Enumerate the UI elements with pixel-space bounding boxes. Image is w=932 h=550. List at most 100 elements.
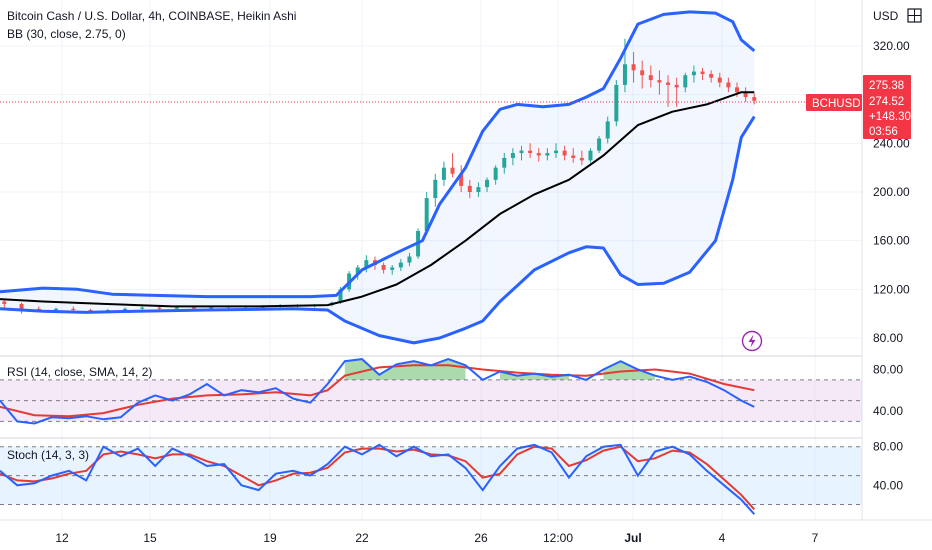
candle-body <box>140 307 145 309</box>
price-tag-change: +148.30% <box>869 111 921 123</box>
bb-basis-line <box>0 91 755 308</box>
candle-body <box>364 260 369 268</box>
candle-body <box>545 153 550 156</box>
bollinger-band-fill <box>0 11 755 343</box>
stoch-pane[interactable] <box>0 443 862 515</box>
grid-lines <box>0 0 862 520</box>
candle-body <box>54 308 59 311</box>
candle-body <box>441 167 446 180</box>
stoch-d-line <box>0 445 756 511</box>
time-tick-label: 22 <box>355 531 369 545</box>
candle-body <box>666 82 671 85</box>
candle-body <box>657 80 662 83</box>
candle-body <box>493 167 498 180</box>
price-tick-label: 200.00 <box>873 185 910 199</box>
price-tick-label: 120.00 <box>873 282 910 296</box>
candle-body <box>476 187 481 192</box>
candle-body <box>381 265 386 270</box>
price-tag-line1: 275.38 <box>869 80 904 92</box>
candle-body <box>752 97 757 101</box>
time-tick-label: Jul <box>624 531 641 545</box>
candle-body <box>579 157 584 161</box>
candle-body <box>536 153 541 156</box>
candle-body <box>510 153 515 158</box>
candle-body <box>191 307 196 309</box>
candle-body <box>743 92 748 98</box>
candle-body <box>467 185 472 192</box>
candle-body <box>122 308 127 311</box>
price-tick-label: 320.00 <box>873 39 910 53</box>
grid-toggle-icon[interactable] <box>907 8 922 23</box>
symbol-tag[interactable]: BCHUSD <box>806 94 862 111</box>
candle-body <box>519 150 524 154</box>
candle-body <box>588 150 593 161</box>
price-tag-line2: 274.52 <box>869 96 904 108</box>
rsi-line <box>0 358 755 425</box>
price-tick-label: 240.00 <box>873 136 910 150</box>
bb-upper-line <box>0 10 756 299</box>
candle-body <box>2 301 7 304</box>
candle-body <box>355 267 360 274</box>
price-tick-label: 160.00 <box>873 234 910 248</box>
osc-tick-label: 40.00 <box>873 478 903 492</box>
time-tick-label: 15 <box>143 531 157 545</box>
candle-body <box>648 75 653 81</box>
candle-body <box>571 155 576 158</box>
stoch-indicator-label[interactable]: Stoch (14, 3, 3) <box>7 448 89 462</box>
candle-body <box>157 307 162 309</box>
candle-body <box>640 70 645 76</box>
candle-body <box>209 307 214 309</box>
price-tag-countdown: 03:56 <box>869 126 898 138</box>
price-tag[interactable]: 275.38 274.52 +148.30% 03:56 <box>863 75 921 139</box>
candle-body <box>88 310 93 312</box>
lightning-icon[interactable] <box>741 330 763 352</box>
bb-lower-line <box>0 115 756 345</box>
candle-body <box>407 256 412 263</box>
rsi-pane[interactable] <box>0 358 862 425</box>
bb-indicator-label[interactable]: BB (30, close, 2.75, 0) <box>7 27 126 41</box>
currency-label[interactable]: USD <box>873 9 899 23</box>
time-tick-label: 12:00 <box>543 531 573 545</box>
rsi-indicator-label[interactable]: RSI (14, close, SMA, 14, 2) <box>7 365 152 379</box>
time-tick-label: 26 <box>474 531 488 545</box>
osc-tick-label: 80.00 <box>873 440 903 454</box>
candle-body <box>338 289 343 303</box>
candle-body <box>597 138 602 151</box>
candle-body <box>717 77 722 83</box>
candle-body <box>502 157 507 168</box>
candle-body <box>605 121 610 139</box>
candle-body <box>433 179 438 199</box>
candle-body <box>528 150 533 154</box>
candle-body <box>553 150 558 154</box>
candle-body <box>71 308 76 311</box>
time-tick-label: 7 <box>812 531 819 545</box>
candle-body <box>19 303 24 309</box>
candle-body <box>622 64 627 85</box>
candle-body <box>36 308 41 311</box>
candle-body <box>674 84 679 88</box>
rsi-ma-line <box>0 364 755 418</box>
candle-body <box>691 71 696 76</box>
time-tick-label: 12 <box>55 531 69 545</box>
time-tick-label: 4 <box>719 531 726 545</box>
candle-body <box>174 307 179 309</box>
candle-body <box>631 64 636 71</box>
bb-fill-area <box>0 11 755 343</box>
candle-body <box>709 73 714 78</box>
candle-body <box>700 71 705 74</box>
stoch-k-line <box>0 443 756 515</box>
candle-body <box>614 84 619 122</box>
bollinger-band-lines <box>0 10 756 345</box>
osc-tick-label: 80.00 <box>873 362 903 376</box>
candle-body <box>726 82 731 88</box>
candle-body <box>459 173 464 186</box>
candle-body <box>485 179 490 188</box>
candle-body <box>424 198 429 231</box>
chart-title: Bitcoin Cash / U.S. Dollar, 4h, COINBASE… <box>7 9 296 23</box>
candle-body <box>683 75 688 88</box>
candle-body <box>735 87 740 93</box>
time-axis[interactable]: 12 15 19 22 26 12:00 Jul 4 7 <box>55 531 818 545</box>
candle-body <box>450 167 455 174</box>
price-tick-label: 80.00 <box>873 331 903 345</box>
